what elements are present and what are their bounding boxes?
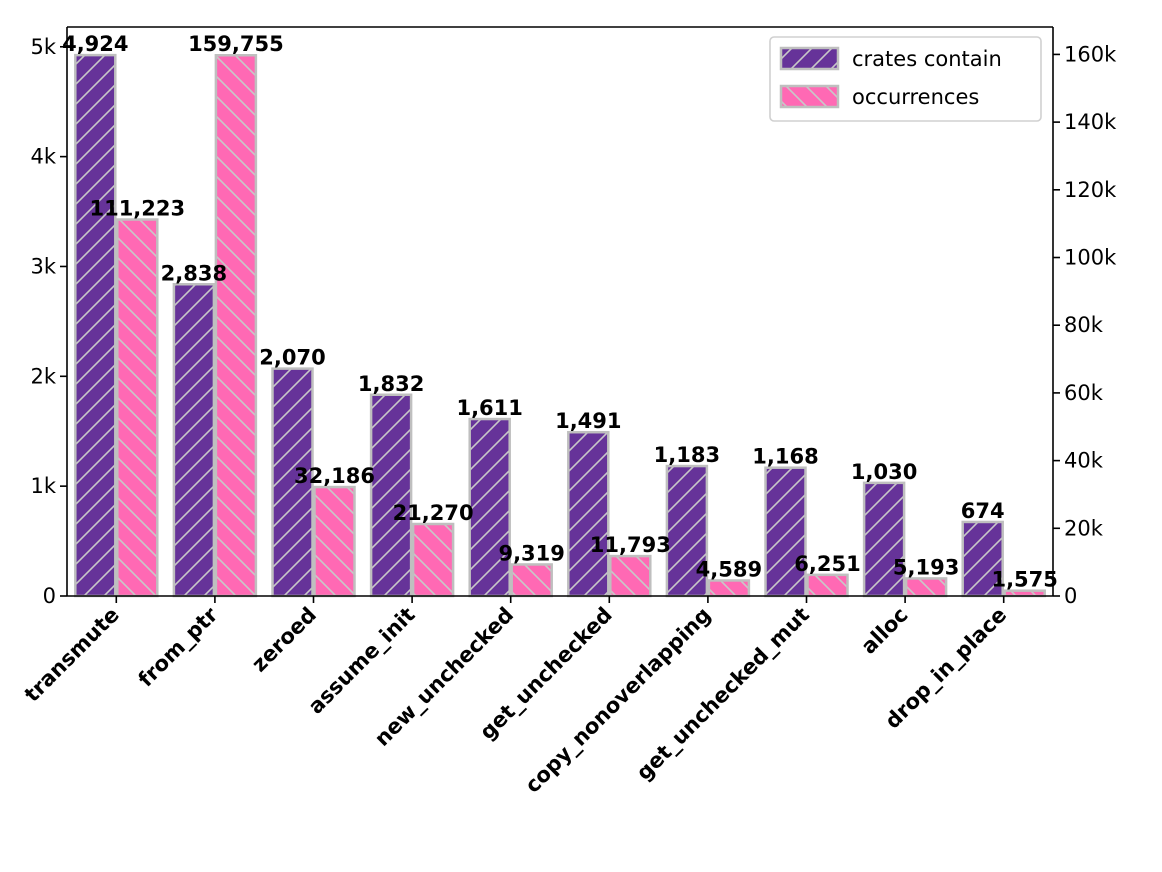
y-left-tick-label: 5k xyxy=(30,35,56,59)
bar-hatch-crates-contain-from_ptr xyxy=(172,283,216,598)
bar-hatch-crates-contain-get_unchecked_mut xyxy=(764,466,807,598)
x-tick-label: alloc xyxy=(856,603,912,659)
legend-swatch-hatch xyxy=(779,46,840,71)
y-right-tick-label: 140k xyxy=(1064,110,1117,134)
data-label: 2,838 xyxy=(161,261,227,285)
y-right-tick-label: 80k xyxy=(1064,313,1104,337)
bar-hatch-occurrences-get_unchecked_mut xyxy=(806,573,849,598)
x-tick-label: transmute xyxy=(20,603,124,707)
y-left-tick-label: 1k xyxy=(30,474,56,498)
data-label: 1,183 xyxy=(654,443,720,467)
data-label: 21,270 xyxy=(393,501,474,525)
bars-group xyxy=(74,53,1046,598)
data-label: 2,070 xyxy=(259,346,325,370)
data-label: 1,575 xyxy=(991,568,1057,592)
data-label: 4,589 xyxy=(696,557,762,581)
y-right-tick-label: 40k xyxy=(1064,449,1104,473)
data-label: 1,611 xyxy=(456,396,522,420)
bar-hatch-occurrences-zeroed xyxy=(313,485,356,598)
bar-hatch-crates-contain-zeroed xyxy=(271,367,314,598)
bar-hatch-crates-contain-transmute xyxy=(74,53,117,598)
bar-hatch-occurrences-assume_init xyxy=(411,522,455,598)
data-label: 5,193 xyxy=(893,555,959,579)
bar-hatch-occurrences-copy_nonoverlapping xyxy=(707,579,751,598)
data-label: 111,223 xyxy=(89,197,185,221)
y-left-tick-label: 0 xyxy=(43,584,56,608)
data-label: 674 xyxy=(961,499,1005,523)
bar-hatch-crates-contain-new_unchecked xyxy=(468,417,511,598)
bar-hatch-crates-contain-drop_in_place xyxy=(961,520,1004,598)
x-tick-label: from_ptr xyxy=(134,602,223,691)
bar-hatch-occurrences-get_unchecked xyxy=(609,554,652,598)
data-label: 6,251 xyxy=(794,552,860,576)
data-label: 1,030 xyxy=(851,460,917,484)
y-right-tick-label: 100k xyxy=(1064,246,1117,270)
bar-hatch-crates-contain-get_unchecked xyxy=(567,430,610,598)
y-right-tick-label: 160k xyxy=(1064,42,1117,66)
y-left-tick-label: 4k xyxy=(30,145,56,169)
y-right-tick-label: 0 xyxy=(1064,584,1077,608)
bar-hatch-occurrences-alloc xyxy=(904,577,948,598)
data-labels-group: 4,924 2,838 2,070 1,832 1,611 1,491 1,183 1,168… xyxy=(62,32,1058,592)
data-label: 1,491 xyxy=(555,409,621,433)
data-label: 1,168 xyxy=(752,445,818,469)
data-label: 4,924 xyxy=(62,32,128,56)
y-right-tick-label: 20k xyxy=(1064,516,1104,540)
y-right-tick-label: 60k xyxy=(1064,381,1104,405)
data-label: 9,319 xyxy=(498,541,564,565)
data-label: 159,755 xyxy=(188,32,284,56)
bar-hatch-crates-contain-alloc xyxy=(862,481,906,598)
legend-swatch-hatch xyxy=(779,84,840,109)
x-tick-label: zeroed xyxy=(247,603,321,677)
legend-label-occurrences: occurrences xyxy=(852,85,979,109)
bar-hatch-occurrences-transmute xyxy=(116,218,159,598)
bar-hatch-occurrences-new_unchecked xyxy=(510,563,553,598)
bar-hatch-occurrences-from_ptr xyxy=(214,53,258,598)
x-tick-label: copy_nonoverlapping xyxy=(520,603,715,798)
y-left-tick-label: 2k xyxy=(30,364,56,388)
y-left-tick-label: 3k xyxy=(30,254,56,278)
legend: crates contain occurrences xyxy=(769,36,1042,122)
x-tick-label: get_unchecked_mut xyxy=(632,603,814,785)
data-label: 1,832 xyxy=(358,372,424,396)
legend-label-crates-contain: crates contain xyxy=(852,47,1002,71)
data-label: 32,186 xyxy=(294,464,375,488)
data-label: 11,793 xyxy=(590,533,671,557)
y-right-tick-label: 120k xyxy=(1064,178,1117,202)
bar-hatch-crates-contain-assume_init xyxy=(369,393,413,598)
